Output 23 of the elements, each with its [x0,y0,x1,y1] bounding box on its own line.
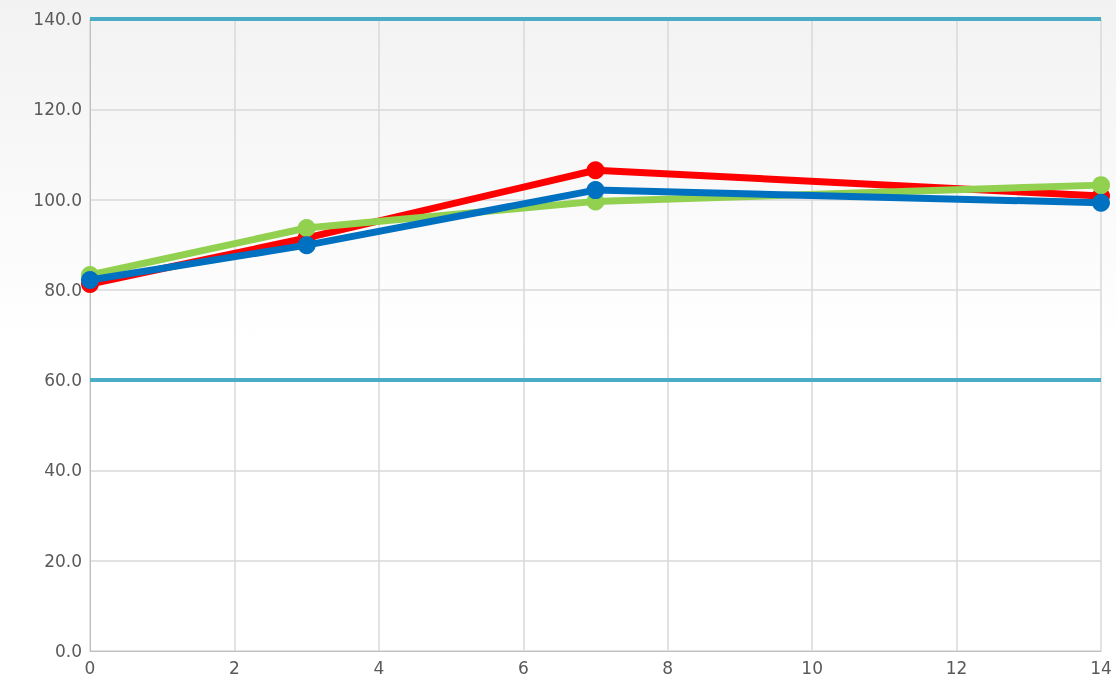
y-tick-label: 0.0 [54,641,82,661]
point [586,181,605,200]
x-tick-label: 10 [801,657,823,678]
x-tick-label: 0 [84,657,96,678]
point [297,236,316,255]
y-tick-label: 60.0 [44,370,82,391]
point [1092,193,1110,212]
y-tick-label: 120.0 [33,99,82,120]
point [1092,176,1110,195]
y-tick-label: 100.0 [33,189,82,210]
y-tick-label: 40.0 [44,460,82,481]
y-tick-label: 80.0 [44,279,82,300]
x-tick-label: 2 [229,657,240,678]
x-tick-label: 6 [517,657,529,678]
x-tick-label: 12 [945,657,968,678]
x-tick-label: 4 [373,657,385,678]
x-tick-label: 8 [662,657,674,678]
y-tick-label: 140.0 [33,9,82,29]
y-tick-label: 20.0 [44,550,82,571]
point [81,270,99,289]
point [586,161,605,180]
x-tick-label: 14 [1090,657,1112,678]
point [297,219,316,238]
